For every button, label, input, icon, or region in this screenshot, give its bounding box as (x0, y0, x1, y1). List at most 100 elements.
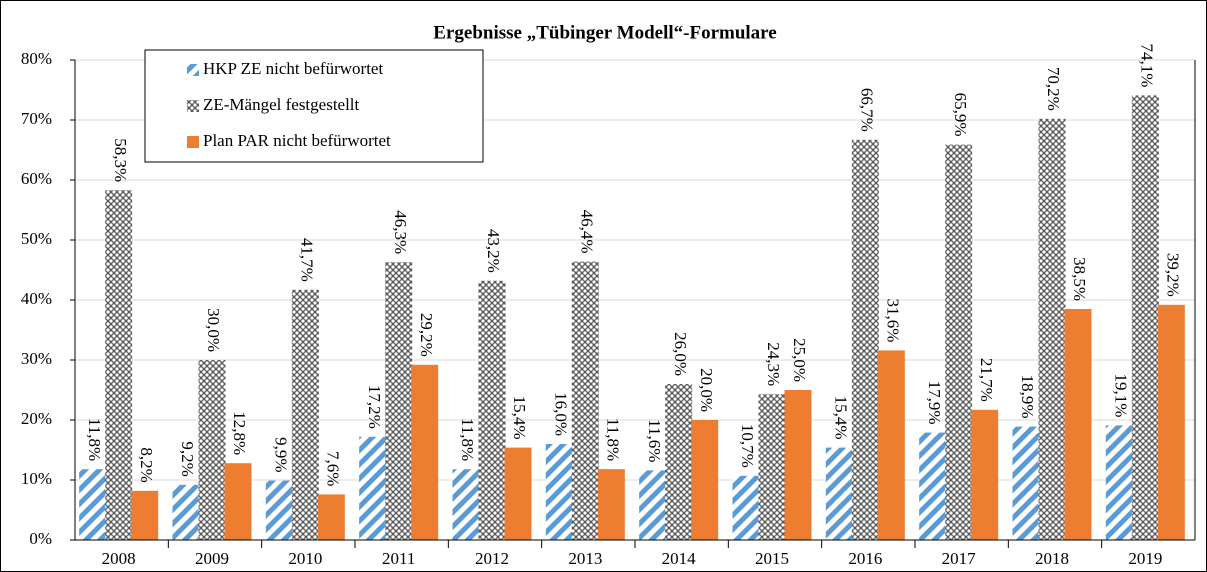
x-tick-label: 2014 (662, 549, 697, 568)
value-label: 70,2% (1044, 67, 1063, 111)
value-label: 8,2% (137, 447, 156, 482)
bar (1131, 95, 1159, 541)
bar (172, 484, 200, 540)
y-tick-label: 40% (21, 289, 52, 308)
x-tick-label: 2018 (1035, 549, 1069, 568)
bar (79, 469, 107, 540)
legend-swatch (187, 64, 199, 76)
bar (452, 469, 480, 540)
value-label: 65,9% (951, 93, 970, 137)
value-label: 29,2% (417, 313, 436, 357)
x-tick-label: 2013 (568, 549, 602, 568)
value-label: 66,7% (857, 88, 876, 132)
value-label: 15,4% (510, 396, 529, 440)
bar (385, 262, 413, 540)
bar (478, 280, 506, 540)
y-tick-label: 20% (21, 409, 52, 428)
y-tick-label: 0% (29, 529, 52, 548)
legend-box (144, 49, 484, 163)
y-tick-label: 10% (21, 469, 52, 488)
legend-swatch (187, 136, 199, 148)
value-label: 12,8% (230, 411, 249, 455)
value-label: 43,2% (484, 229, 503, 273)
x-tick-label: 2017 (942, 549, 977, 568)
bar (877, 350, 905, 540)
bar (851, 139, 879, 541)
bar (1038, 118, 1066, 541)
bar (971, 409, 999, 540)
bar (359, 436, 387, 540)
value-label: 10,7% (738, 424, 757, 468)
value-label: 74,1% (1137, 43, 1156, 87)
legend-label: HKP ZE nicht befürwortet (203, 59, 383, 78)
value-label: 30,0% (204, 308, 223, 352)
value-label: 38,5% (1070, 257, 1089, 301)
bar (224, 463, 252, 540)
bar (758, 394, 786, 540)
bar (265, 480, 293, 540)
x-tick-label: 2010 (288, 549, 322, 568)
bar (639, 470, 667, 540)
legend-swatch (187, 100, 199, 112)
bar (131, 490, 159, 540)
legend-label: ZE-Mängel festgestellt (203, 95, 360, 114)
bar (504, 447, 532, 540)
bar (825, 447, 853, 540)
value-label: 46,3% (391, 210, 410, 254)
value-label: 21,7% (977, 358, 996, 402)
bar (317, 494, 345, 540)
bar (198, 360, 226, 540)
value-label: 18,9% (1018, 375, 1037, 419)
x-tick-label: 2012 (475, 549, 509, 568)
bar (1157, 304, 1185, 540)
bar (1012, 426, 1040, 540)
value-label: 41,7% (297, 238, 316, 282)
y-tick-label: 30% (21, 349, 52, 368)
bar (545, 444, 573, 540)
value-label: 11,8% (603, 418, 622, 461)
x-tick-label: 2019 (1128, 549, 1162, 568)
value-label: 20,0% (697, 368, 716, 412)
value-label: 11,6% (645, 419, 664, 462)
y-tick-label: 80% (21, 49, 52, 68)
legend-label: Plan PAR nicht befürwortet (203, 131, 391, 150)
value-label: 11,8% (85, 418, 104, 461)
value-label: 58,3% (111, 138, 130, 182)
y-tick-label: 60% (21, 169, 52, 188)
bar (784, 390, 812, 540)
x-tick-label: 2009 (195, 549, 229, 568)
value-label: 19,1% (1111, 373, 1130, 417)
x-tick-label: 2016 (848, 549, 882, 568)
x-tick-label: 2008 (102, 549, 136, 568)
value-label: 24,3% (764, 342, 783, 386)
y-tick-label: 50% (21, 229, 52, 248)
value-label: 11,8% (458, 418, 477, 461)
value-label: 9,2% (178, 441, 197, 476)
value-label: 7,6% (323, 451, 342, 486)
bar (732, 475, 760, 540)
chart-title: Ergebnisse „Tübinger Modell“-Formulare (433, 22, 776, 43)
bar (571, 261, 599, 540)
bar (597, 469, 625, 540)
value-label: 15,4% (831, 396, 850, 440)
bar (919, 432, 947, 540)
bar (691, 420, 719, 540)
x-tick-label: 2015 (755, 549, 789, 568)
bar (411, 364, 439, 540)
value-label: 31,6% (883, 298, 902, 342)
bar (945, 144, 973, 540)
value-label: 26,0% (671, 332, 690, 376)
bar (1105, 425, 1133, 540)
value-label: 25,0% (790, 338, 809, 382)
bar (105, 190, 133, 540)
value-label: 39,2% (1163, 253, 1182, 297)
value-label: 16,0% (551, 392, 570, 436)
value-label: 46,4% (577, 210, 596, 254)
value-label: 17,9% (925, 381, 944, 425)
bar (1064, 309, 1092, 540)
x-tick-label: 2011 (382, 549, 415, 568)
bar (665, 384, 693, 540)
value-label: 9,9% (271, 437, 290, 472)
